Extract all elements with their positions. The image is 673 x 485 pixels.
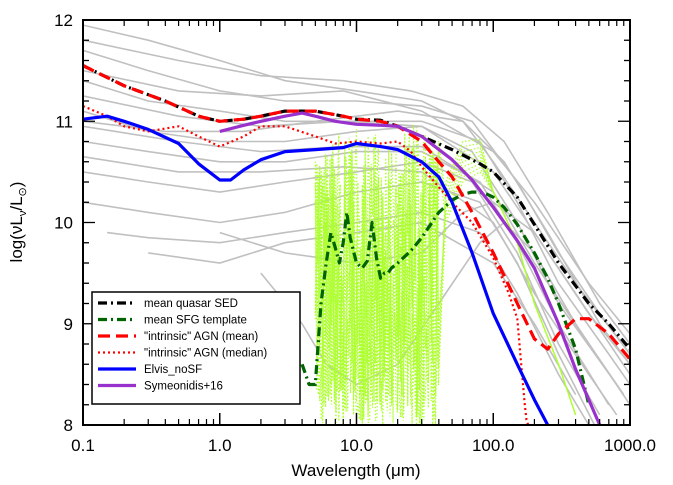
x-tick-label: 0.1 [71, 436, 95, 455]
legend-label: Elvis_noSF [144, 364, 202, 376]
sfg-spectrum [314, 147, 577, 425]
series-line-3 [83, 105, 530, 425]
x-axis-label: Wavelength (μm) [291, 461, 420, 480]
model-curve [83, 39, 630, 345]
sfg-spectrum [314, 134, 577, 425]
legend-label: mean quasar SED [144, 298, 238, 310]
x-tick-label: 1.0 [208, 436, 232, 455]
model-curve [83, 155, 618, 416]
legend-label: "intrinsic" AGN (mean) [144, 331, 258, 343]
y-tick-label: 9 [64, 315, 73, 334]
legend-label: mean SFG template [144, 315, 247, 327]
model-curve [83, 110, 618, 385]
model-curve [83, 125, 625, 396]
y-tick-label: 11 [55, 112, 73, 131]
series-line-2 [83, 64, 630, 361]
model-curve [83, 49, 630, 355]
axis-ticks [82, 19, 631, 426]
axis-tick-labels: 0.1 1.0 10.0 100.0 1000.0 8 9 10 11 12 [54, 11, 656, 455]
model-curve [83, 69, 630, 335]
model-curve [83, 24, 630, 355]
legend: mean quasar SED mean SFG template "intrins… [91, 291, 301, 405]
y-tick-label: 8 [64, 416, 73, 435]
model-curve [83, 181, 596, 425]
y-tick-label: 12 [54, 11, 73, 30]
x-tick-label: 1000.0 [604, 436, 656, 455]
y-axis-label: log(νLν/L⊙) [7, 182, 29, 263]
model-curve [83, 110, 630, 365]
x-tick-label: 100.0 [472, 436, 515, 455]
series-layer [83, 64, 630, 425]
x-tick-label: 10.0 [340, 436, 373, 455]
y-tick-label: 10 [54, 214, 73, 233]
model-curve [83, 79, 630, 385]
legend-label: Symeonidis+16 [144, 381, 223, 393]
model-curve [219, 201, 630, 375]
series-line-4 [83, 114, 550, 425]
sfg-spectrum [314, 133, 577, 424]
series-line-1 [300, 190, 591, 406]
series-line-5 [219, 111, 602, 425]
legend-label: "intrinsic" AGN (median) [144, 348, 267, 360]
sfg-spectrum [314, 136, 577, 425]
